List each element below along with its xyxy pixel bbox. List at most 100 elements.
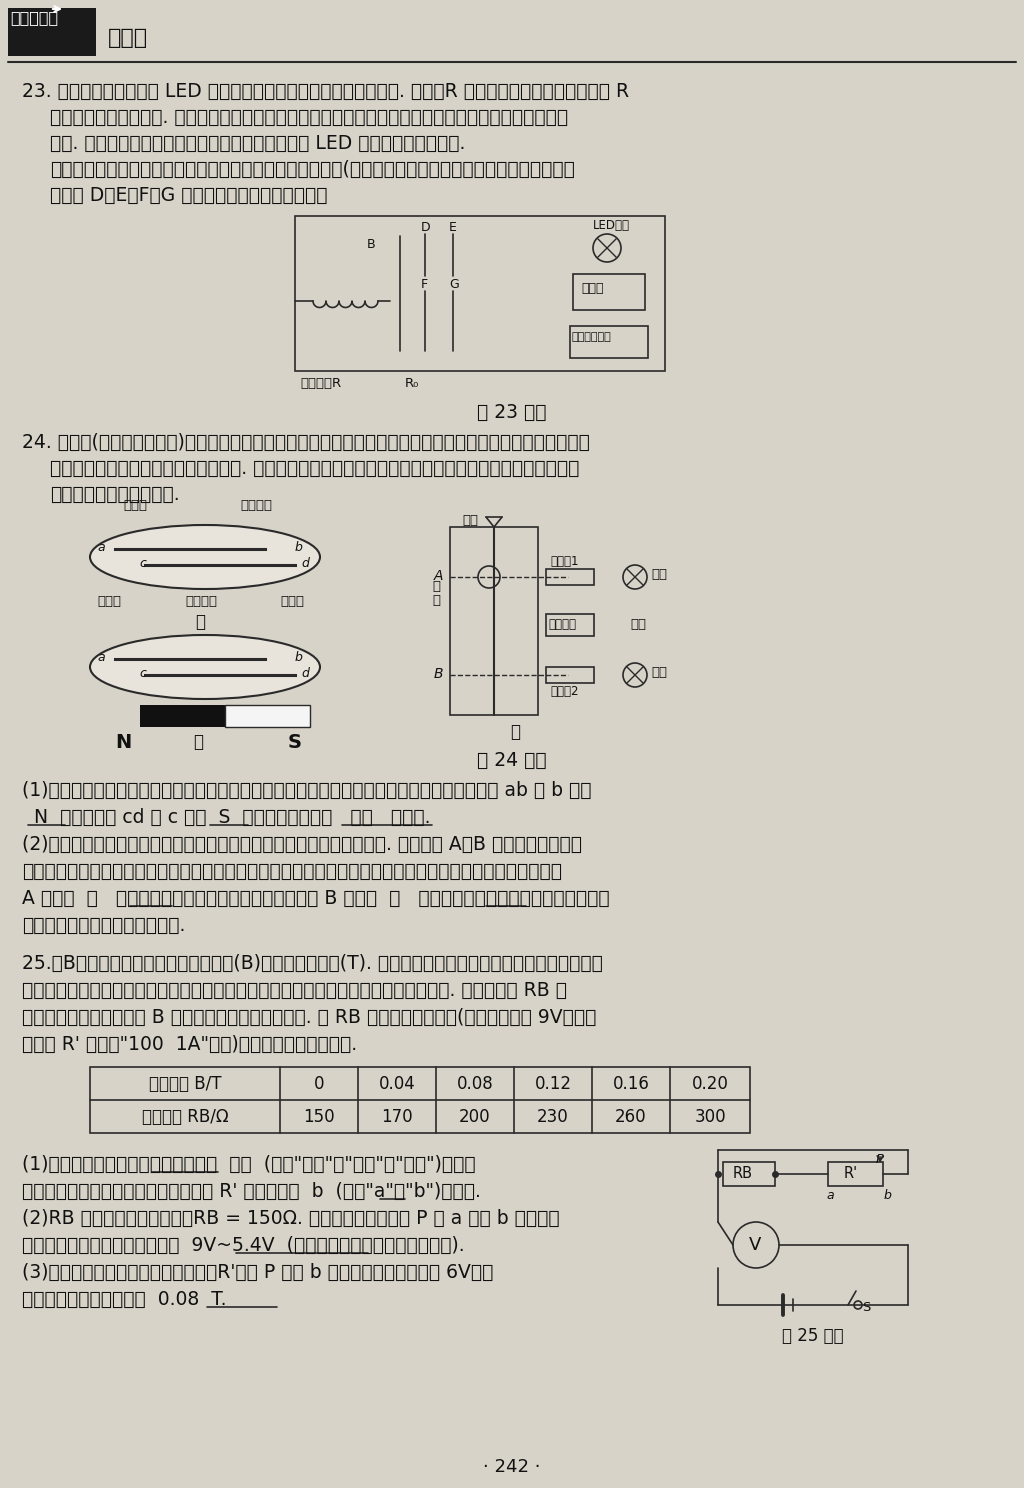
Text: 水: 水 [432,580,440,594]
Text: b: b [295,542,303,554]
Text: d: d [301,667,309,680]
Text: P: P [876,1153,884,1167]
Text: N  极；磁簧片 cd 的 c 端为  S  极，它们将因相互   吸引   而触接.: N 极；磁簧片 cd 的 c 端为 S 极，它们将因相互 吸引 而触接. [22,808,430,827]
Text: 干簧管1: 干簧管1 [550,555,579,568]
Text: 150: 150 [303,1109,335,1126]
Ellipse shape [90,635,319,699]
Text: (3)当电路置于某磁场处，滑动变阻器R'滑片 P 位于 b 端时，电压表的示数为 6V，则: (3)当电路置于某磁场处，滑动变阻器R'滑片 P 位于 b 端时，电压表的示数为… [22,1263,494,1283]
Text: 变阻器 R' 上标有"100  1A"字样)，并在室温下进行实验.: 变阻器 R' 上标有"100 1A"字样)，并在室温下进行实验. [22,1036,357,1054]
Text: 丙: 丙 [510,723,520,741]
Text: 发光情况就可判断水位是否正常.: 发光情况就可判断水位是否正常. [22,917,185,934]
Bar [570,326,648,359]
Text: 为磁阻效应，用这些材料制成的电阻称为磁敏电阻，利用磁敏电阻可以测量磁感应强度. 某磁敏电阻 RB 在: 为磁阻效应，用这些材料制成的电阻称为磁敏电阻，利用磁敏电阻可以测量磁感应强度. … [22,981,567,1000]
Text: A: A [434,568,443,583]
Text: (1)当外加磁场增强时，电路中的电流  变小  (选填"变大"、"变小"或"不变")，为了: (1)当外加磁场增强时，电路中的电流 变小 (选填"变大"、"变小"或"不变")… [22,1155,475,1174]
Text: b: b [295,652,303,664]
Text: 第 23 题图: 第 23 题图 [477,403,547,423]
Text: 请用笔画线将电路原理图连接完整，使工作电路能正常工作(与触点的接线只能接在静触点上，图中已给出: 请用笔画线将电路原理图连接完整，使工作电路能正常工作(与触点的接线只能接在静触点… [50,161,574,179]
Text: G: G [449,278,459,292]
Text: 25.【B卷】磁场的强弱可用磁感应强度(B)表示，单位为特(T). 某些材料的电阻值随磁场增强而增大的现象称: 25.【B卷】磁场的强弱可用磁感应强度(B)表示，单位为特(T). 某些材料的电… [22,954,603,973]
Text: 绿灯: 绿灯 [651,568,667,580]
Text: R': R' [844,1167,858,1181]
Text: E: E [449,222,457,234]
Text: 动时，电压表示数的变化范围是  9V~5.4V  (不计实验电路产生的磁场，下同).: 动时，电压表示数的变化范围是 9V~5.4V (不计实验电路产生的磁场，下同). [22,1237,465,1254]
Text: d: d [301,557,309,570]
Text: 23. 如图是利用太阳能给 LED 路灯供电的自动控制电路的原理示意图. 其中，R 是光敏电阻，光敏电阻的阻值 R: 23. 如图是利用太阳能给 LED 路灯供电的自动控制电路的原理示意图. 其中，… [22,82,629,101]
Text: 24. 干簧管(也叫干簧继电器)比一般机械开关结构简单，体积小，工作寿命长；而与电子开关相比，它又有抗负: 24. 干簧管(也叫干簧继电器)比一般机械开关结构简单，体积小，工作寿命长；而与… [22,433,590,452]
Text: b: b [884,1189,892,1202]
Text: a: a [97,542,104,554]
Text: 室温下的阻值与外加磁场 B 大小间的对应关系如表所示. 把 RB 接入如图所示电路(电源电压恒为 9V，滑动: 室温下的阻值与外加磁场 B 大小间的对应关系如表所示. 把 RB 接入如图所示电… [22,1007,596,1027]
Text: 0.04: 0.04 [379,1074,416,1094]
Text: 外加磁场 B/T: 外加磁场 B/T [148,1074,221,1094]
Text: S: S [862,1301,870,1314]
Text: 甲: 甲 [195,613,205,631]
Text: 230: 230 [538,1109,569,1126]
Text: 惰性气体: 惰性气体 [240,498,272,512]
Text: a: a [97,652,104,664]
Text: LED路灯: LED路灯 [593,219,630,232]
Text: 箱: 箱 [432,594,440,607]
Text: 200: 200 [459,1109,490,1126]
Text: 乙: 乙 [193,734,203,751]
Text: S: S [288,734,302,751]
Text: 磁簧片: 磁簧片 [97,595,121,609]
Text: 蓄电池: 蓄电池 [581,283,603,295]
Text: 第 24 题图: 第 24 题图 [477,751,547,769]
Ellipse shape [90,525,319,589]
Text: D: D [421,222,431,234]
Text: 300: 300 [694,1109,726,1126]
Text: 上、下两干簧管都远离条形磁铁，没被磁化是断开的，红、绿灯都不发光，电铃不响；当水面上升到最高水位: 上、下两干簧管都远离条形磁铁，没被磁化是断开的，红、绿灯都不发光，电铃不响；当水… [22,862,562,881]
Text: 0.20: 0.20 [691,1074,728,1094]
Bar [828,1162,883,1186]
Text: 260: 260 [615,1109,647,1126]
Text: B: B [367,238,376,251]
Text: (2)如图丙所示，是小明同学用干簧管自制的水位自动报警器的结构简图. 当水面在 A、B 之间正常水位时，: (2)如图丙所示，是小明同学用干簧管自制的水位自动报警器的结构简图. 当水面在 … [22,835,582,854]
Text: 0: 0 [313,1074,325,1094]
Text: · 242 ·: · 242 · [483,1458,541,1476]
Text: (2)RB 所在处无外加磁场时，RB = 150Ω. 此时闭合开关，滑片 P 在 a 端和 b 端之间移: (2)RB 所在处无外加磁场时，RB = 150Ω. 此时闭合开关，滑片 P 在… [22,1208,560,1228]
Bar [295,216,665,371]
Bar [225,705,310,728]
Bar [90,1067,750,1132]
Text: 永久磁铁: 永久磁铁 [548,618,575,631]
Text: N: N [115,734,131,751]
Bar [8,7,96,57]
Text: a: a [826,1189,834,1202]
Text: (1)如图乙所示，当将一个条形磁铁与干簧管平行放置时，干簧管的两磁簧片被磁化，则磁簧片 ab 的 b 端为: (1)如图乙所示，当将一个条形磁铁与干簧管平行放置时，干簧管的两磁簧片被磁化，则… [22,781,592,801]
Text: 电铃: 电铃 [630,618,646,631]
Text: 玻璃管: 玻璃管 [123,498,147,512]
Text: 干簧管2: 干簧管2 [550,684,579,698]
Bar [546,568,594,585]
Text: V: V [749,1237,762,1254]
Text: 该处磁场的磁感应强度为  0.08  T.: 该处磁场的磁感应强度为 0.08 T. [22,1290,226,1309]
Bar [546,667,594,683]
Text: 使电压表的示数保持不变，滑动变阻器 R' 的滑片应向  b  (选填"a"或"b")端移动.: 使电压表的示数保持不变，滑动变阻器 R' 的滑片应向 b (选填"a"或"b")… [22,1181,481,1201]
Text: 170: 170 [381,1109,413,1126]
Text: 0.16: 0.16 [612,1074,649,1094]
Text: 铁片，被固定于玻璃管上.: 铁片，被固定于玻璃管上. [50,485,179,504]
Text: 池内. 傍晚，当光照度小于一定值时，通过蓄电池与 LED 回路，路灯开始工作.: 池内. 傍晚，当光照度小于一定值时，通过蓄电池与 LED 回路，路灯开始工作. [50,134,465,153]
Text: 浮球: 浮球 [462,513,478,527]
Bar [140,705,225,728]
Text: 载冲击能力强的特点，工作可靠性很高. 如图甲所示，是干簧管的结构简图，其中磁簧片是一种有弹性的薄: 载冲击能力强的特点，工作可靠性很高. 如图甲所示，是干簧管的结构简图，其中磁簧片… [50,458,580,478]
Text: 触点部位: 触点部位 [185,595,217,609]
Text: c: c [139,667,145,680]
Text: F: F [421,278,428,292]
Text: B: B [434,667,443,682]
Text: 九年级: 九年级 [108,28,148,48]
Text: 磁簧片: 磁簧片 [280,595,304,609]
Text: c: c [139,557,145,570]
Text: 光敏电阻R: 光敏电阻R [300,376,341,390]
Bar [723,1162,775,1186]
Text: 随光照度的增强而减小. 白天，通过太阳能电池板与蓄电池回路将太阳能转化为化学能储存在大容量蓄电: 随光照度的增强而减小. 白天，通过太阳能电池板与蓄电池回路将太阳能转化为化学能储… [50,109,568,126]
Text: 第 25 题图: 第 25 题图 [782,1327,844,1345]
Text: 磁敏电阻 RB/Ω: 磁敏电阻 RB/Ω [141,1109,228,1126]
Text: 静触点 D、E、F、G 的四根引线；连线不能交叉）: 静触点 D、E、F、G 的四根引线；连线不能交叉） [50,186,328,205]
Text: RB: RB [733,1167,753,1181]
Text: 物理风向标: 物理风向标 [10,10,58,25]
Text: 红灯: 红灯 [651,667,667,679]
Text: 0.08: 0.08 [457,1074,494,1094]
Text: A 处时，  红   灯发光，电铃响；当水面下降到最低水位 B 处时，  绿   灯发光，电铃响，这样通过红、绿灯的: A 处时， 红 灯发光，电铃响；当水面下降到最低水位 B 处时， 绿 灯发光，电… [22,888,609,908]
Bar [450,527,538,716]
